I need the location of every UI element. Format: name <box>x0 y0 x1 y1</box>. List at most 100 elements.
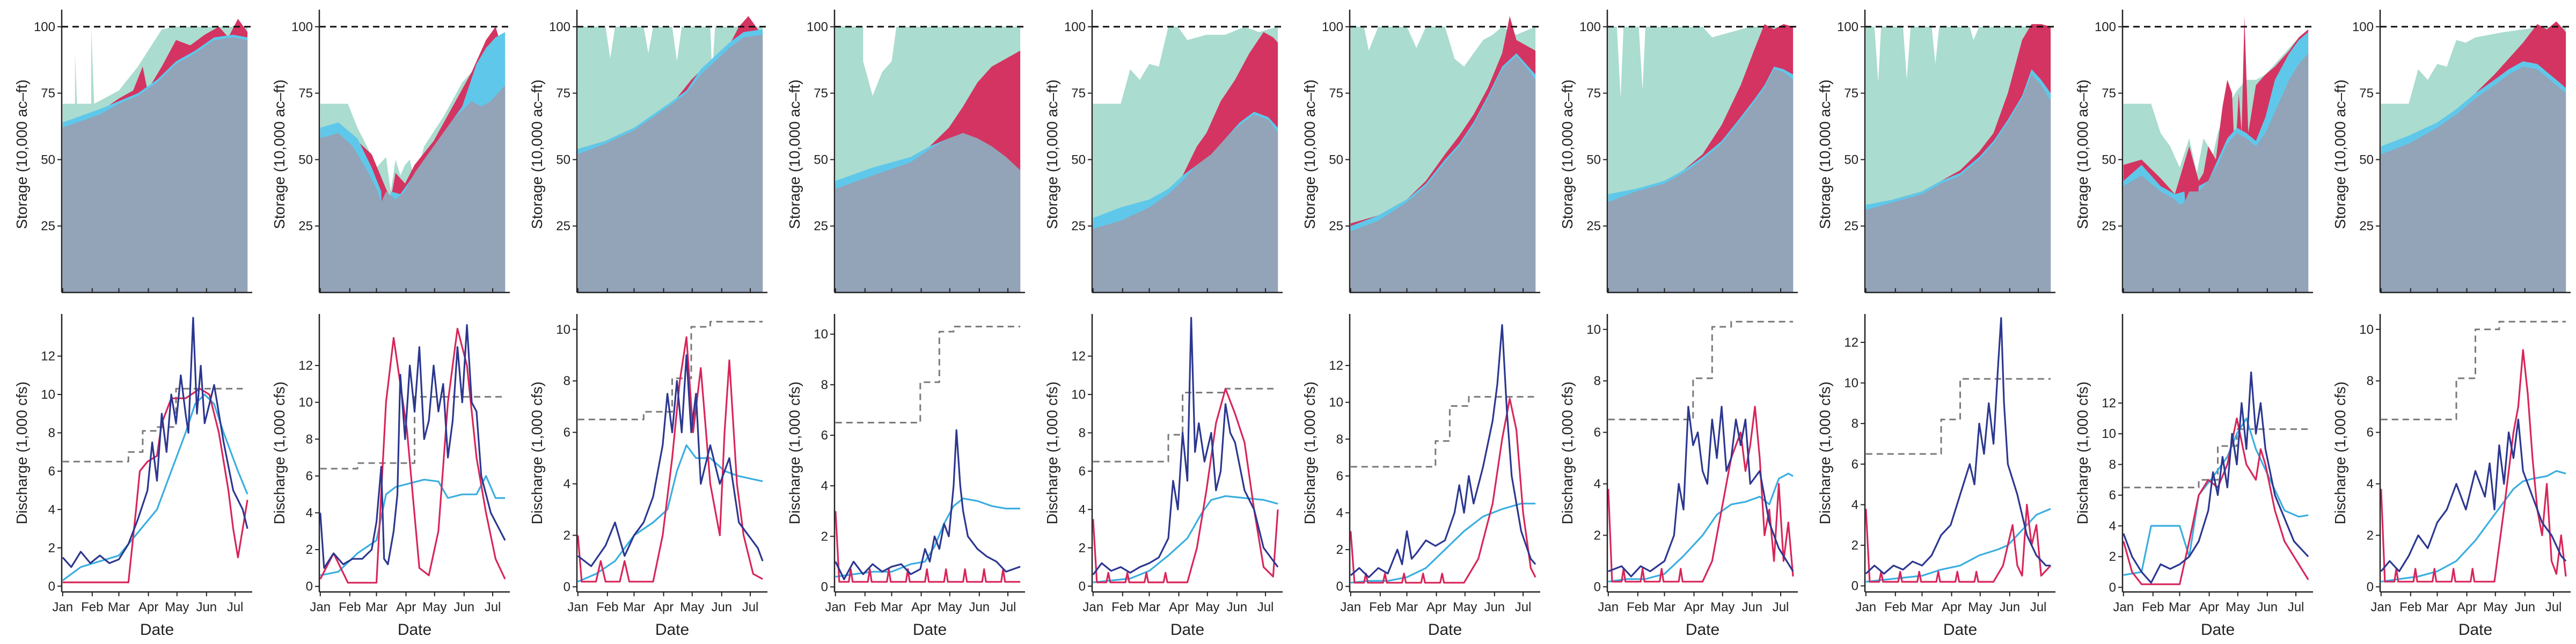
storage-y-tick-label: 75 <box>1071 86 1086 101</box>
month-tick-label: Feb <box>2399 600 2421 614</box>
month-tick-label: Jun <box>1226 600 1247 614</box>
x-axis-label: Date <box>398 621 431 639</box>
storage-area-slate <box>62 37 248 292</box>
month-tick-label: Jan <box>1598 600 1619 614</box>
discharge-y-tick-label: 8 <box>821 378 828 392</box>
storage-y-axis-label: Storage (10,000 ac–ft) <box>1817 79 1833 229</box>
month-tick-label: Jul <box>1773 600 1789 614</box>
month-tick-label: Jul <box>742 600 759 614</box>
x-axis-label: Date <box>1686 621 1719 639</box>
discharge-y-tick-label: 12 <box>41 349 55 364</box>
discharge-y-tick-label: 12 <box>1071 349 1086 364</box>
discharge-y-tick-label: 2 <box>1079 541 1086 555</box>
target-dashed-line <box>1093 387 1278 463</box>
target-dashed-line <box>1608 320 1794 421</box>
month-tick-label: May <box>1710 600 1735 614</box>
discharge-y-tick-label: 8 <box>564 374 570 389</box>
discharge-line-navy <box>62 317 248 568</box>
discharge-y-tick-label: 6 <box>306 469 313 484</box>
discharge-y-tick-label: 6 <box>1336 469 1343 484</box>
discharge-y-tick-label: 6 <box>821 428 828 443</box>
discharge-y-tick-label: 8 <box>2109 457 2116 472</box>
storage-y-axis-label: Storage (10,000 ac–ft) <box>529 79 545 229</box>
discharge-line-navy <box>2380 419 2567 573</box>
month-tick-label: Feb <box>2142 600 2164 614</box>
discharge-y-tick-label: 4 <box>1594 477 1601 492</box>
discharge-y-tick-label: 6 <box>1594 426 1601 440</box>
month-tick-label: Jun <box>2257 600 2278 614</box>
target-dashed-line <box>1350 396 1536 468</box>
discharge-y-tick-label: 8 <box>1079 426 1086 440</box>
storage-y-tick-label: 25 <box>1844 219 1858 233</box>
month-tick-label: Jun <box>196 600 217 614</box>
discharge-y-tick-label: 6 <box>2367 426 2374 440</box>
month-tick-label: Jun <box>711 600 732 614</box>
discharge-y-axis-label: Discharge (1,000 cfs) <box>1817 382 1833 524</box>
discharge-y-tick-label: 4 <box>1079 502 1086 517</box>
discharge-line-cyan <box>835 497 1021 578</box>
discharge-line-red <box>1350 398 1536 584</box>
storage-y-tick-label: 25 <box>1071 219 1086 233</box>
month-tick-label: Jan <box>567 600 588 614</box>
discharge-line-navy <box>319 324 506 569</box>
discharge-y-tick-label: 2 <box>1336 543 1343 557</box>
month-tick-label: Apr <box>1426 600 1446 614</box>
discharge-y-axis-label: Discharge (1,000 cfs) <box>1044 382 1060 524</box>
storage-y-tick-label: 50 <box>1844 152 1858 167</box>
discharge-line-red <box>577 336 763 583</box>
storage-area-slate <box>2123 53 2309 293</box>
discharge-y-tick-label: 6 <box>564 426 570 440</box>
month-tick-label: Apr <box>1169 600 1189 614</box>
month-tick-label: Feb <box>1884 600 1906 614</box>
storage-y-tick-label: 25 <box>556 219 570 233</box>
discharge-y-tick-label: 2 <box>564 528 570 543</box>
discharge-line-red <box>2380 349 2567 583</box>
discharge-y-tick-label: 0 <box>821 580 828 595</box>
storage-y-axis-label: Storage (10,000 ac–ft) <box>1301 79 1318 229</box>
storage-y-tick-label: 50 <box>2359 152 2374 167</box>
discharge-line-cyan <box>2381 470 2566 583</box>
discharge-line-cyan <box>577 444 763 583</box>
discharge-line-cyan <box>1865 508 2051 583</box>
month-tick-label: Apr <box>911 600 931 614</box>
storage-y-tick-label: 75 <box>298 86 313 101</box>
storage-area-slate <box>577 34 763 292</box>
storage-y-tick-label: 75 <box>2359 86 2374 101</box>
discharge-y-tick-label: 4 <box>2109 519 2116 533</box>
storage-y-tick-label: 25 <box>2359 219 2374 233</box>
month-tick-label: Jul <box>2288 600 2304 614</box>
discharge-y-tick-label: 4 <box>821 479 828 493</box>
discharge-line-navy <box>1350 324 1536 579</box>
discharge-line-red <box>1092 387 1279 583</box>
discharge-line-navy <box>835 429 1021 581</box>
discharge-y-axis-label: Discharge (1,000 cfs) <box>2074 382 2091 524</box>
month-tick-label: May <box>165 600 189 614</box>
month-tick-label: Jul <box>2030 600 2047 614</box>
x-axis-label: Date <box>1428 621 1462 639</box>
month-tick-label: Mar <box>365 600 387 614</box>
storage-y-tick-label: 50 <box>2102 152 2116 167</box>
discharge-y-tick-label: 6 <box>2109 488 2116 503</box>
month-tick-label: Apr <box>138 600 158 614</box>
discharge-y-tick-label: 10 <box>1586 323 1601 337</box>
month-tick-label: Jan <box>310 600 331 614</box>
discharge-y-axis-label: Discharge (1,000 cfs) <box>529 382 545 524</box>
discharge-y-axis-label: Discharge (1,000 cfs) <box>13 382 30 524</box>
discharge-line-cyan <box>1350 502 1536 584</box>
x-axis-label: Date <box>140 621 174 639</box>
month-tick-label: Mar <box>2426 600 2448 614</box>
discharge-y-tick-label: 2 <box>821 529 828 544</box>
discharge-y-tick-label: 0 <box>2367 580 2374 594</box>
discharge-y-tick-label: 2 <box>1851 538 1858 553</box>
discharge-y-tick-label: 10 <box>2102 427 2116 441</box>
storage-y-tick-label: 25 <box>814 219 828 233</box>
month-tick-label: Jul <box>485 600 501 614</box>
storage-y-tick-label: 100 <box>1064 20 1086 34</box>
storage-y-tick-label: 50 <box>814 152 828 167</box>
x-axis-label: Date <box>913 621 947 639</box>
target-dashed-line <box>2123 428 2309 488</box>
discharge-line-red <box>319 327 506 584</box>
x-axis-label: Date <box>1170 621 1204 639</box>
target-dashed-line <box>835 326 1021 423</box>
discharge-y-tick-label: 2 <box>306 543 313 557</box>
